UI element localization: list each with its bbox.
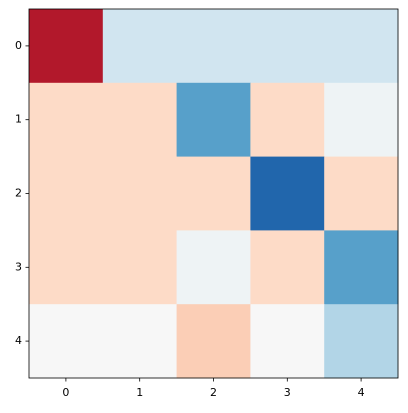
heatmap-cell (102, 156, 178, 231)
heatmap-cell (250, 156, 325, 231)
heatmap-cell (102, 304, 178, 379)
heatmap-cell (102, 82, 178, 158)
heatmap-cell (250, 82, 325, 158)
heatmap-cell (324, 9, 399, 84)
heatmap-cell (250, 304, 325, 379)
x-tick-label: 4 (358, 386, 365, 399)
heatmap-cell (102, 230, 178, 305)
heatmap-cell (176, 230, 251, 305)
heatmap-cell (29, 9, 104, 84)
y-tick-label: 2 (15, 187, 22, 200)
heatmap-cell (29, 156, 104, 231)
heatmap-cell (176, 304, 251, 379)
y-tick-label: 1 (15, 113, 22, 126)
heatmap-cell (324, 230, 399, 305)
y-tick-label: 4 (15, 334, 22, 347)
heatmap-cell (324, 304, 399, 379)
heatmap-cell (176, 82, 251, 158)
x-tick-label: 2 (210, 386, 217, 399)
x-tick-label: 3 (284, 386, 291, 399)
heatmap-cell (324, 82, 399, 158)
heatmap-cell (29, 82, 104, 158)
heatmap-cell (250, 9, 325, 84)
x-tick-label: 1 (136, 386, 143, 399)
heatmap-cell (29, 304, 104, 379)
heatmap-cell (250, 230, 325, 305)
heatmap-cell (176, 9, 251, 84)
heatmap-cell (102, 9, 178, 84)
heatmap-cell (324, 156, 399, 231)
heatmap-cell (176, 156, 251, 231)
y-tick-label: 3 (15, 260, 22, 273)
y-tick-label: 0 (15, 39, 22, 52)
heatmap-cell (29, 230, 104, 305)
x-tick-label: 0 (62, 386, 69, 399)
